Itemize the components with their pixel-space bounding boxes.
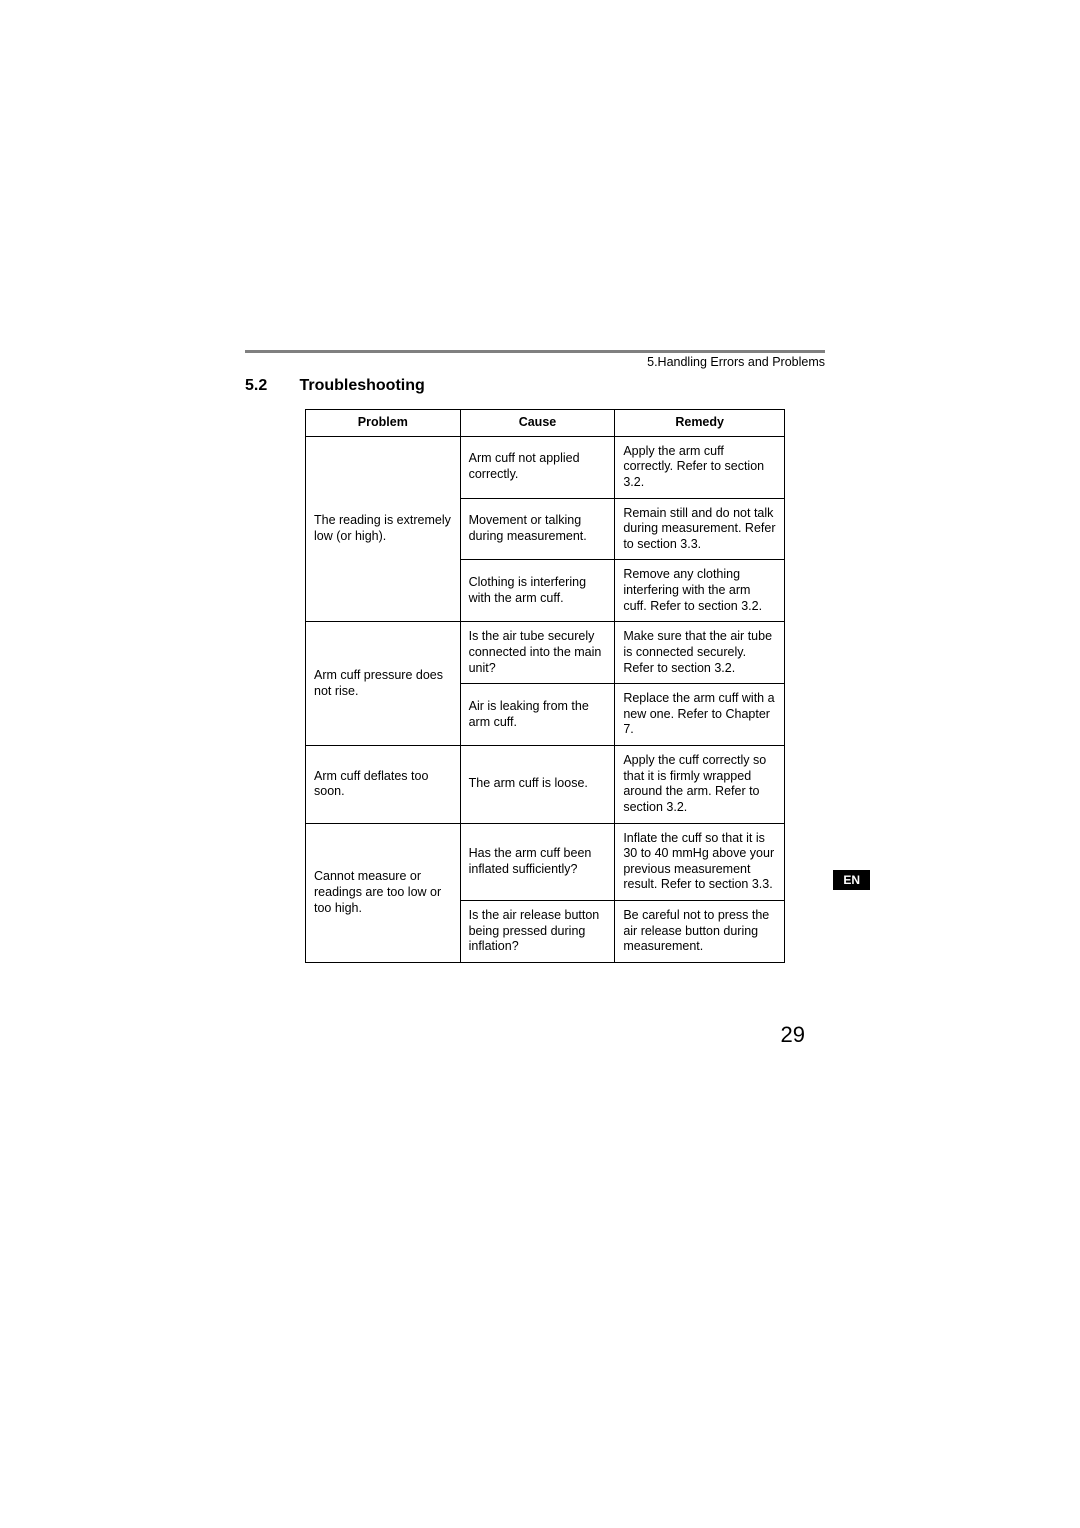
cell-cause: Air is leaking from the arm cuff. — [460, 684, 615, 746]
th-cause: Cause — [460, 410, 615, 437]
th-remedy: Remedy — [615, 410, 785, 437]
cell-remedy: Be careful not to press the air release … — [615, 901, 785, 963]
cell-remedy: Remove any clothing interfering with the… — [615, 560, 785, 622]
cell-problem: The reading is extremely low (or high). — [306, 436, 461, 622]
cell-cause: The arm cuff is loose. — [460, 746, 615, 824]
table-row: Arm cuff pressure does not rise. Is the … — [306, 622, 785, 684]
cell-problem: Arm cuff deflates too soon. — [306, 746, 461, 824]
header-breadcrumb: 5.Handling Errors and Problems — [245, 350, 825, 369]
section-title-text: Troubleshooting — [299, 377, 424, 394]
table-row: Cannot measure or readings are too low o… — [306, 823, 785, 901]
cell-cause: Arm cuff not applied correctly. — [460, 436, 615, 498]
table-row: Arm cuff deflates too soon. The arm cuff… — [306, 746, 785, 824]
cell-cause: Is the air tube securely connected into … — [460, 622, 615, 684]
cell-cause: Clothing is interfering with the arm cuf… — [460, 560, 615, 622]
cell-remedy: Make sure that the air tube is connected… — [615, 622, 785, 684]
cell-remedy: Inflate the cuff so that it is 30 to 40 … — [615, 823, 785, 901]
page-content: 5.Handling Errors and Problems 5.2 Troub… — [245, 350, 825, 963]
section-number: 5.2 — [245, 377, 295, 395]
cell-problem: Cannot measure or readings are too low o… — [306, 823, 461, 962]
cell-cause: Has the arm cuff been inflated sufficien… — [460, 823, 615, 901]
table-row: The reading is extremely low (or high). … — [306, 436, 785, 498]
troubleshooting-table: Problem Cause Remedy The reading is extr… — [305, 409, 785, 963]
cell-cause: Movement or talking during measurement. — [460, 498, 615, 560]
th-problem: Problem — [306, 410, 461, 437]
cell-remedy: Apply the arm cuff correctly. Refer to s… — [615, 436, 785, 498]
cell-cause: Is the air release button being pressed … — [460, 901, 615, 963]
cell-remedy: Apply the cuff correctly so that it is f… — [615, 746, 785, 824]
cell-problem: Arm cuff pressure does not rise. — [306, 622, 461, 746]
section-heading: 5.2 Troubleshooting — [245, 377, 825, 395]
cell-remedy: Replace the arm cuff with a new one. Ref… — [615, 684, 785, 746]
cell-remedy: Remain still and do not talk during meas… — [615, 498, 785, 560]
table-header-row: Problem Cause Remedy — [306, 410, 785, 437]
page-number: 29 — [781, 1022, 805, 1048]
language-tab: EN — [833, 870, 870, 890]
